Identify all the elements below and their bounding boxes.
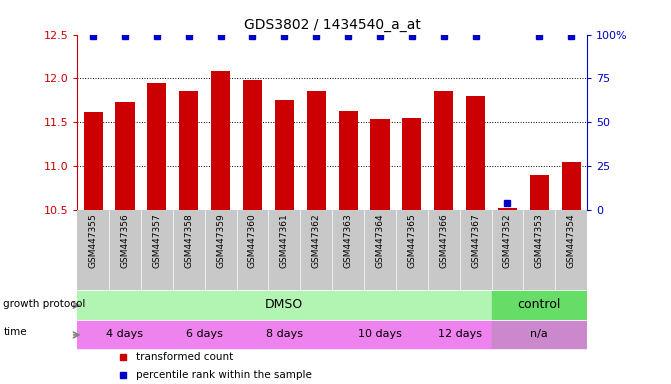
Text: GSM447360: GSM447360 (248, 214, 257, 268)
Bar (370, 119, 389, 210)
Text: n/a: n/a (531, 329, 548, 339)
Bar (434, 91, 453, 210)
Bar (338, 111, 358, 210)
Bar (179, 91, 199, 210)
Title: GDS3802 / 1434540_a_at: GDS3802 / 1434540_a_at (244, 18, 421, 32)
Bar (275, 100, 294, 210)
Bar (402, 118, 421, 210)
Bar (243, 80, 262, 210)
Text: GSM447356: GSM447356 (121, 214, 130, 268)
Text: GSM447352: GSM447352 (503, 214, 512, 268)
Bar (211, 71, 230, 210)
Text: transformed count: transformed count (136, 352, 233, 362)
Text: GSM447359: GSM447359 (216, 214, 225, 268)
Bar (77, 291, 491, 319)
Bar (491, 321, 587, 348)
Text: GSM447364: GSM447364 (376, 214, 384, 268)
Bar (428, 321, 491, 348)
Bar (466, 96, 485, 210)
Text: GSM447353: GSM447353 (535, 214, 544, 268)
Text: GSM447354: GSM447354 (567, 214, 576, 268)
Text: GSM447366: GSM447366 (440, 214, 448, 268)
Text: GSM447363: GSM447363 (344, 214, 352, 268)
Bar (148, 83, 166, 210)
Text: DMSO: DMSO (265, 298, 303, 311)
Text: GSM447365: GSM447365 (407, 214, 416, 268)
Bar (498, 208, 517, 210)
Text: GSM447361: GSM447361 (280, 214, 289, 268)
Bar (115, 102, 134, 210)
Bar (173, 321, 236, 348)
Bar (332, 321, 428, 348)
Text: 4 days: 4 days (107, 329, 144, 339)
Text: GSM447367: GSM447367 (471, 214, 480, 268)
Bar (83, 112, 103, 210)
Text: GSM447362: GSM447362 (312, 214, 321, 268)
Text: GSM447358: GSM447358 (185, 214, 193, 268)
Text: GSM447355: GSM447355 (89, 214, 97, 268)
Text: 10 days: 10 days (358, 329, 402, 339)
Text: control: control (517, 298, 561, 311)
Bar (562, 162, 580, 210)
Text: time: time (3, 327, 27, 337)
Bar (77, 321, 173, 348)
Text: GSM447357: GSM447357 (152, 214, 161, 268)
Bar (530, 175, 549, 210)
Text: percentile rank within the sample: percentile rank within the sample (136, 370, 312, 380)
Text: 8 days: 8 days (266, 329, 303, 339)
Text: 12 days: 12 days (437, 329, 482, 339)
Bar (491, 291, 587, 319)
Text: 6 days: 6 days (187, 329, 223, 339)
Bar (236, 321, 332, 348)
Bar (307, 91, 325, 210)
Text: growth protocol: growth protocol (3, 299, 86, 309)
